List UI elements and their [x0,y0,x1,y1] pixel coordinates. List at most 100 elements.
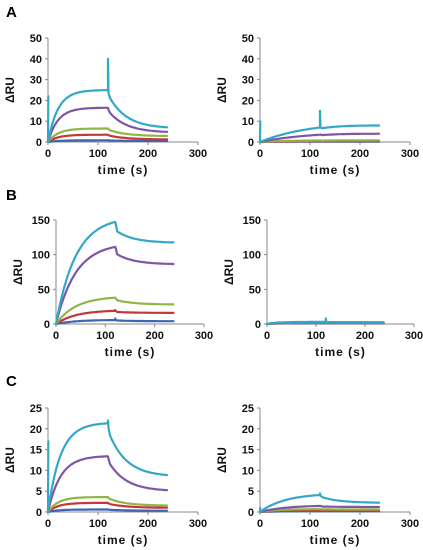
chart-c-right: 0 5 10 15 20 25 0 100 200 300 time (s) ΔRU [215,403,419,547]
series-line-3 [258,139,381,144]
series-line-3 [54,296,175,326]
x-tick-label: 100 [89,148,107,160]
y-axis-label: ΔRU [11,259,25,285]
x-axis-label: time (s) [310,533,361,547]
series-line-4 [258,504,381,514]
series-line-4 [54,245,175,326]
y-tick-label: 30 [30,75,42,87]
panel-label-c: C [6,373,17,390]
y-tick-label: 150 [243,215,261,227]
x-tick-label: 100 [301,518,319,530]
series-line-2 [54,309,175,326]
y-tick-label: 0 [248,507,254,519]
x-tick-label: 100 [307,330,325,342]
x-tick-label: 300 [189,518,207,530]
series-line-3 [46,127,169,144]
y-axis-label: ΔRU [215,447,229,473]
x-tick-label: 200 [139,518,157,530]
y-tick-label: 100 [32,250,50,262]
x-tick-label: 0 [264,330,270,342]
x-axis-label: time (s) [98,533,149,547]
series-line-3 [258,508,381,514]
series-line-1 [46,139,169,144]
x-tick-label: 0 [53,330,59,342]
series-line-1 [54,317,175,326]
x-tick-label: 300 [195,330,213,342]
series-line-4 [46,106,169,144]
x-tick-label: 300 [401,148,419,160]
y-tick-label: 20 [242,424,254,436]
chart-b-right: 0 50 100 150 0 100 200 300 time (s) ΔRU [222,215,423,359]
chart-a-right: 0 10 20 30 40 50 0 100 200 300 time (s) ΔRU [215,33,419,177]
x-tick-label: 200 [139,148,157,160]
y-tick-label: 0 [248,137,254,149]
series-line-2 [46,133,169,144]
y-tick-label: 25 [30,403,42,415]
x-axis-label: time (s) [105,345,156,359]
y-axis-label: ΔRU [222,259,236,285]
series-line-5 [46,419,169,514]
series-line-3 [46,496,169,514]
panel-label-a: A [6,4,17,21]
series-line-5 [54,220,175,326]
x-axis-label: time (s) [315,345,366,359]
y-tick-label: 5 [36,486,42,498]
x-tick-label: 300 [189,148,207,160]
series-line-2 [46,501,169,514]
y-tick-label: 40 [242,54,254,66]
y-tick-label: 5 [248,486,254,498]
y-tick-label: 15 [30,445,42,457]
y-tick-label: 0 [255,319,261,331]
series-line-1 [46,508,169,514]
y-tick-label: 15 [242,445,254,457]
series-line-4 [46,455,169,514]
x-tick-label: 200 [351,148,369,160]
x-tick-label: 0 [257,148,263,160]
y-tick-label: 0 [44,319,50,331]
series-line-5 [258,492,381,514]
series-line-5 [46,57,169,144]
y-tick-label: 100 [243,250,261,262]
y-tick-label: 10 [242,116,254,128]
y-tick-label: 25 [242,403,254,415]
x-tick-label: 100 [96,330,114,342]
x-tick-label: 0 [45,148,51,160]
y-axis-label: ΔRU [3,447,17,473]
y-tick-label: 10 [30,116,42,128]
y-tick-label: 150 [32,215,50,227]
y-tick-label: 50 [249,284,261,296]
chart-a: 0 10 20 30 40 50 0 100 200 300 time (s) ΔRU [3,33,207,177]
x-tick-label: 100 [301,148,319,160]
x-tick-label: 100 [89,518,107,530]
y-tick-label: 40 [30,54,42,66]
x-axis-label: time (s) [98,163,149,177]
y-tick-label: 20 [30,424,42,436]
y-tick-label: 10 [242,465,254,477]
series-line-4 [258,132,381,144]
chart-b: 0 50 100 150 0 100 200 300 time (s) ΔRU [11,215,213,359]
y-axis-label: ΔRU [3,77,17,103]
y-tick-label: 50 [30,33,42,45]
y-tick-label: 20 [30,95,42,107]
y-tick-label: 30 [242,75,254,87]
x-tick-label: 300 [405,330,423,342]
x-axis-label: time (s) [310,163,361,177]
x-tick-label: 200 [356,330,374,342]
series-line-5 [258,109,381,144]
y-axis-label: ΔRU [215,77,229,103]
panel-label-b: B [6,187,17,204]
x-tick-label: 300 [401,518,419,530]
y-tick-label: 10 [30,465,42,477]
y-tick-label: 0 [36,137,42,149]
chart-c: 0 5 10 15 20 25 0 100 200 300 time (s) ΔRU [3,403,207,547]
x-tick-label: 0 [257,518,263,530]
x-tick-label: 200 [145,330,163,342]
y-tick-label: 50 [38,284,50,296]
y-tick-label: 20 [242,95,254,107]
series-line-5 [265,317,385,326]
y-tick-label: 0 [36,507,42,519]
y-tick-label: 50 [242,33,254,45]
x-tick-label: 0 [45,518,51,530]
